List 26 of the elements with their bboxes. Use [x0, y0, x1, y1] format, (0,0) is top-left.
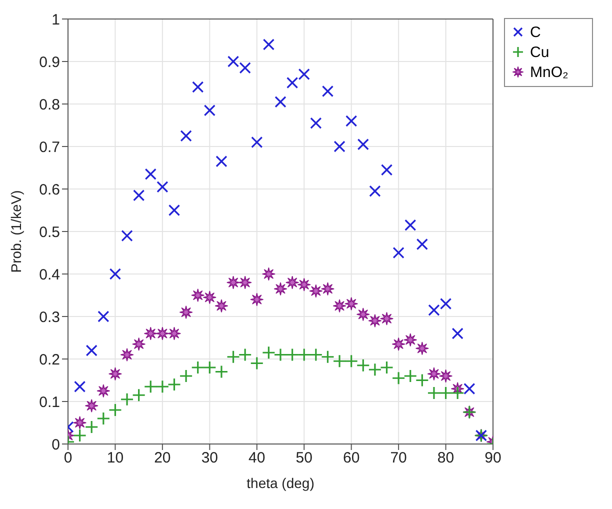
y-tick-label: 0.3 [39, 308, 60, 326]
y-tick-label: 0.5 [39, 224, 60, 241]
x-tick-label: 10 [106, 450, 124, 467]
y-tick-label: 0.9 [39, 54, 60, 71]
y-tick-label: 0.2 [39, 351, 60, 368]
legend-label: MnO₂ [530, 64, 569, 81]
y-axis-title: Prob. (1/keV) [8, 190, 24, 273]
x-tick-label: 50 [296, 450, 312, 467]
legend-label: Cu [530, 44, 550, 61]
x-tick-label: 40 [248, 450, 266, 467]
x-tick-label: 90 [484, 450, 502, 467]
x-tick-label: 70 [390, 450, 407, 467]
y-tick-label: 0.1 [39, 394, 60, 411]
y-tick-label: 0 [52, 436, 60, 454]
x-tick-label: 0 [64, 450, 72, 467]
x-axis-title: theta (deg) [246, 475, 314, 491]
y-tick-label: 1 [52, 11, 60, 28]
x-tick-label: 60 [342, 450, 360, 467]
x-tick-label: 80 [437, 450, 454, 467]
y-tick-label: 0.7 [39, 138, 60, 156]
y-tick-label: 0.4 [39, 266, 60, 284]
y-tick-label: 0.6 [39, 181, 60, 198]
y-tick-label: 0.8 [39, 96, 60, 114]
legend-label: C [530, 24, 541, 41]
x-tick-label: 30 [201, 450, 218, 467]
x-tick-label: 20 [154, 450, 171, 467]
